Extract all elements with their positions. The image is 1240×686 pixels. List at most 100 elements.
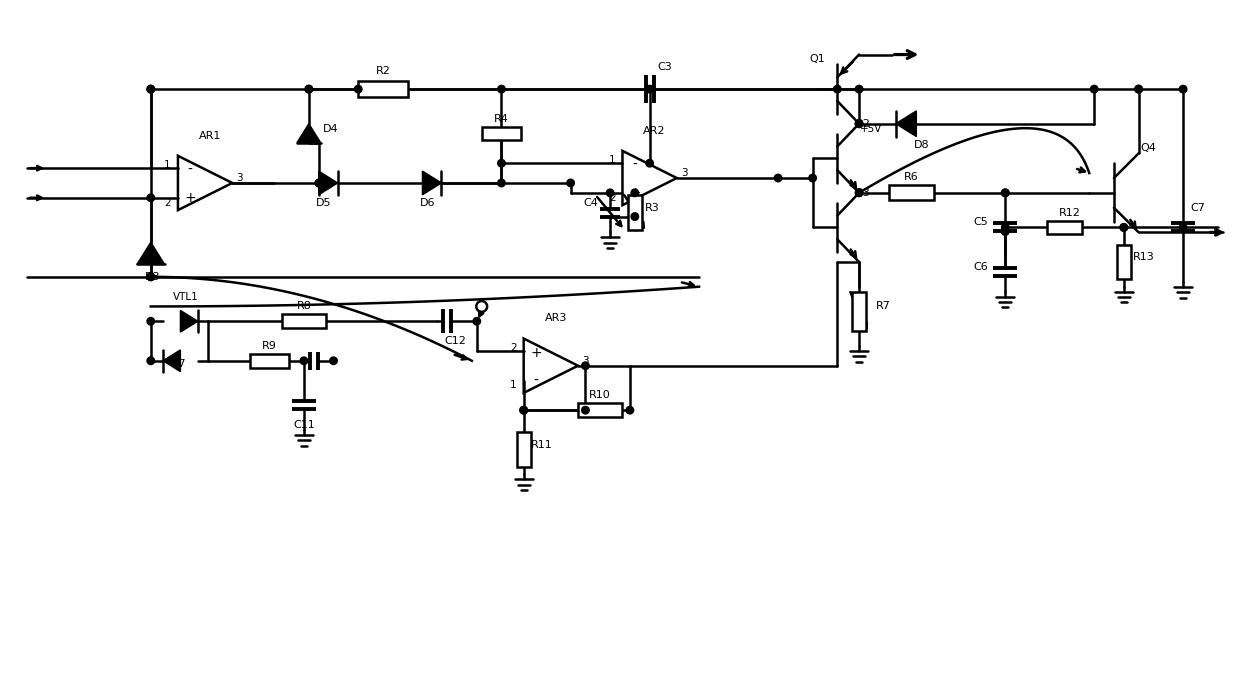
Circle shape: [567, 179, 574, 187]
Circle shape: [1002, 228, 1009, 235]
Text: -: -: [187, 163, 192, 177]
Text: 1: 1: [164, 161, 171, 170]
Circle shape: [148, 318, 155, 325]
Text: C4: C4: [583, 198, 598, 208]
Circle shape: [330, 357, 337, 364]
Circle shape: [1120, 224, 1127, 231]
Text: D7: D7: [171, 359, 186, 369]
Text: Q4: Q4: [1141, 143, 1157, 154]
Circle shape: [856, 85, 863, 93]
Text: R11: R11: [531, 440, 552, 450]
Circle shape: [1002, 189, 1009, 197]
Text: R12: R12: [1059, 208, 1080, 217]
Text: 3: 3: [582, 356, 589, 366]
Text: 1: 1: [609, 155, 615, 165]
Bar: [627, 196, 642, 230]
Text: AR1: AR1: [198, 130, 221, 141]
Polygon shape: [423, 171, 441, 195]
Circle shape: [626, 406, 634, 414]
Text: Q1: Q1: [810, 54, 826, 64]
Circle shape: [808, 174, 816, 182]
Text: R10: R10: [589, 390, 611, 401]
Circle shape: [1135, 85, 1142, 93]
Circle shape: [300, 357, 308, 364]
Circle shape: [355, 85, 362, 93]
Circle shape: [1179, 224, 1187, 231]
Bar: [249, 354, 289, 368]
Text: D4: D4: [322, 123, 339, 134]
Bar: [281, 314, 326, 328]
Circle shape: [315, 179, 322, 187]
Text: C11: C11: [293, 420, 315, 430]
Circle shape: [1135, 85, 1142, 93]
Text: Q3: Q3: [854, 188, 870, 198]
Circle shape: [497, 179, 505, 187]
Circle shape: [646, 85, 653, 93]
Text: C3: C3: [657, 62, 672, 73]
Text: 3: 3: [237, 173, 243, 183]
Circle shape: [1002, 228, 1009, 235]
Text: C6: C6: [973, 262, 988, 272]
Circle shape: [148, 85, 155, 93]
Text: R3: R3: [645, 202, 660, 213]
Polygon shape: [162, 350, 180, 372]
Text: R7: R7: [877, 301, 892, 311]
Text: VTL1: VTL1: [172, 292, 198, 302]
Circle shape: [305, 85, 312, 93]
Text: +: +: [185, 191, 196, 205]
Circle shape: [520, 406, 527, 414]
Text: Q2: Q2: [854, 119, 870, 129]
Circle shape: [148, 273, 155, 281]
Circle shape: [305, 85, 312, 93]
Circle shape: [1090, 85, 1097, 93]
Circle shape: [856, 189, 863, 197]
Bar: [481, 127, 521, 141]
Circle shape: [1179, 85, 1187, 93]
Text: D8: D8: [914, 141, 929, 150]
Text: 2: 2: [609, 193, 615, 203]
Text: R13: R13: [1132, 252, 1154, 262]
Bar: [578, 403, 622, 417]
Circle shape: [606, 189, 614, 197]
Circle shape: [1002, 224, 1009, 231]
Bar: [517, 432, 531, 467]
Bar: [1117, 245, 1131, 279]
Circle shape: [833, 85, 841, 93]
Text: R6: R6: [904, 172, 919, 182]
Circle shape: [148, 85, 155, 93]
Text: D3: D3: [145, 272, 160, 282]
Text: -: -: [533, 374, 538, 388]
Circle shape: [631, 189, 639, 197]
Text: R2: R2: [376, 67, 391, 76]
Circle shape: [1002, 189, 1009, 197]
Text: AR2: AR2: [644, 126, 666, 136]
Text: 1: 1: [510, 381, 517, 390]
Bar: [358, 81, 408, 97]
Text: R9: R9: [262, 341, 277, 351]
Circle shape: [774, 174, 781, 182]
Text: D6: D6: [419, 198, 435, 208]
Circle shape: [582, 362, 589, 370]
Circle shape: [148, 194, 155, 202]
Polygon shape: [895, 111, 916, 137]
Bar: [852, 292, 867, 331]
Polygon shape: [180, 310, 198, 332]
Circle shape: [582, 406, 589, 414]
Circle shape: [472, 318, 481, 325]
Text: R4: R4: [494, 114, 508, 123]
Text: C12: C12: [444, 336, 466, 346]
Circle shape: [856, 120, 863, 128]
Bar: [1048, 220, 1081, 235]
Circle shape: [520, 406, 527, 414]
Polygon shape: [296, 123, 321, 143]
Text: +: +: [531, 346, 542, 360]
Text: +5V: +5V: [859, 123, 882, 134]
Circle shape: [497, 85, 505, 93]
Circle shape: [646, 159, 653, 167]
Text: +: +: [629, 186, 641, 200]
Circle shape: [856, 120, 863, 128]
Text: C5: C5: [973, 217, 988, 228]
Text: C7: C7: [1190, 202, 1205, 213]
Text: 3: 3: [681, 168, 687, 178]
Circle shape: [497, 159, 505, 167]
